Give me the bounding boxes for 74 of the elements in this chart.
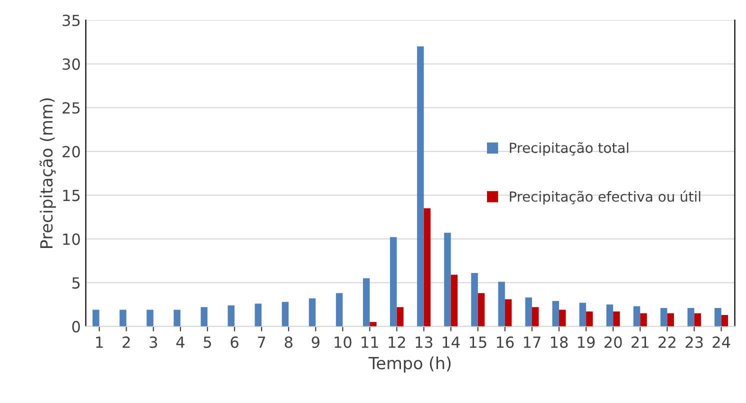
- x-tick-label: 24: [712, 336, 730, 348]
- y-tick-label: 35: [62, 14, 80, 26]
- bar: [396, 307, 404, 326]
- x-tick-label: 3: [150, 336, 158, 348]
- bar: [633, 306, 640, 326]
- x-tick-label: 15: [470, 336, 486, 348]
- bar: [444, 232, 451, 326]
- x-axis-title: Tempo (h): [368, 356, 451, 373]
- bar: [640, 313, 647, 326]
- bar: [362, 278, 370, 326]
- bar: [424, 208, 431, 326]
- x-tick-label: 2: [122, 336, 130, 348]
- bar: [606, 304, 614, 326]
- bar: [282, 302, 289, 326]
- x-tick-label: 22: [658, 336, 676, 348]
- y-tick-label: 25: [62, 102, 80, 114]
- x-tick-label: 16: [496, 336, 514, 348]
- bar: [174, 310, 180, 326]
- x-tick-label: 23: [686, 336, 703, 348]
- y-tick-label: 30: [62, 58, 80, 70]
- bar: [694, 313, 702, 326]
- bar: [660, 308, 668, 326]
- bar: [336, 293, 343, 326]
- x-tick-label: 7: [258, 336, 266, 348]
- bar: [478, 293, 485, 326]
- bar: [532, 307, 539, 326]
- bar: [552, 301, 560, 326]
- bar: [254, 304, 262, 326]
- bar: [559, 310, 566, 326]
- x-tick-label: 12: [388, 336, 405, 348]
- x-tick-label: 17: [524, 336, 540, 348]
- x-tick-label: 10: [334, 336, 352, 348]
- x-tick-label: 8: [284, 336, 292, 348]
- x-tick-label: 9: [312, 336, 320, 348]
- bar: [146, 310, 154, 326]
- y-tick-label: 20: [62, 146, 80, 158]
- bar: [120, 310, 126, 326]
- x-tick-label: 6: [230, 336, 238, 348]
- y-tick-label: 0: [72, 320, 80, 332]
- bar: [586, 312, 593, 326]
- x-tick-label: 19: [578, 336, 595, 348]
- x-tick-label: 5: [204, 336, 212, 348]
- bar: [370, 322, 376, 326]
- x-tick-label: 14: [442, 336, 460, 348]
- y-axis-title: Precipitação (mm): [40, 98, 56, 248]
- x-tick-label: 18: [550, 336, 568, 348]
- bar: [200, 307, 208, 326]
- x-tick-label: 13: [416, 336, 432, 348]
- x-tick-label: 21: [632, 336, 648, 348]
- bar: [471, 273, 478, 326]
- bar: [498, 282, 505, 326]
- bar: [450, 274, 458, 326]
- bar: [504, 299, 512, 326]
- y-tick-label: 15: [63, 190, 80, 202]
- x-tick-label: 11: [362, 336, 378, 348]
- bar: [579, 302, 586, 326]
- bar: [667, 313, 674, 326]
- bar: [721, 315, 728, 326]
- bar: [390, 237, 397, 326]
- bar: [308, 298, 316, 326]
- bar: [687, 308, 694, 326]
- x-tick-label: 20: [604, 336, 622, 348]
- x-tick-label: 1: [96, 336, 103, 348]
- bar: [613, 312, 620, 326]
- bar: [228, 305, 235, 326]
- bar: [417, 46, 424, 326]
- x-tick-label: 4: [176, 336, 184, 348]
- bar: [525, 298, 532, 326]
- legend-label: Precipitação efectiva ou útil: [510, 190, 700, 204]
- legend-label: Precipitação total: [510, 142, 628, 156]
- bar: [714, 308, 722, 326]
- bar: [92, 310, 100, 326]
- y-tick-label: 10: [63, 233, 80, 245]
- y-tick-label: 5: [72, 277, 80, 289]
